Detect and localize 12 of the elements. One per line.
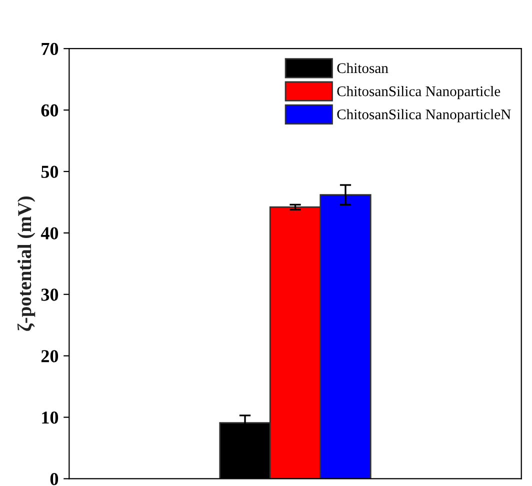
y-tick-label: 50 xyxy=(41,166,58,178)
legend-label: Chitosan xyxy=(337,62,388,74)
y-tick-label: 40 xyxy=(40,227,58,240)
y-axis-title: ζ-potential (mV) xyxy=(17,196,36,331)
y-tick-label: 20 xyxy=(41,350,58,362)
y-tick-label: 30 xyxy=(41,288,58,301)
legend-label: ChitosanSilica NanoparticleN xyxy=(337,109,511,122)
y-tick-label: 70 xyxy=(42,42,58,56)
y-tick-label: 60 xyxy=(41,104,58,116)
legend-label: ChitosanSilica Nanoparticle xyxy=(337,86,500,100)
y-tick-label: 0 xyxy=(50,472,58,486)
y-tick-label: 10 xyxy=(42,412,58,424)
